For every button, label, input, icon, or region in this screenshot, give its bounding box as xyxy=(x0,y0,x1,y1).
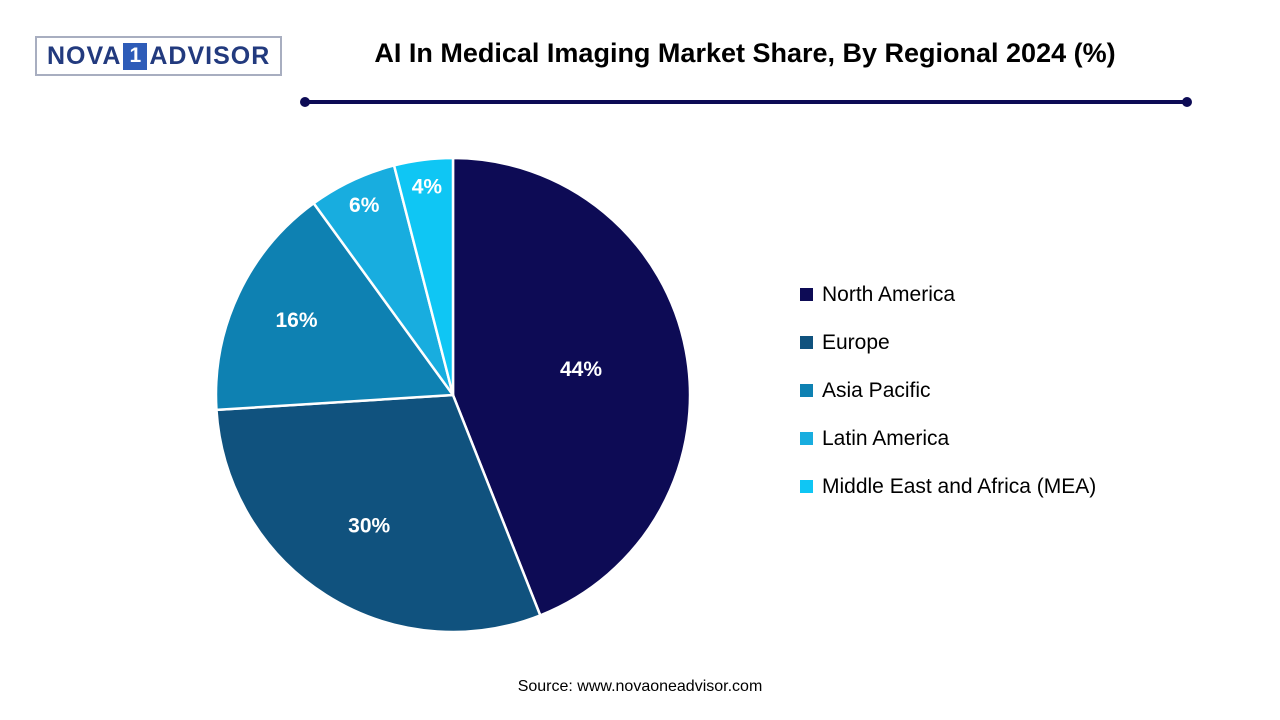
legend-label: Europe xyxy=(822,331,890,354)
divider-line xyxy=(304,100,1188,104)
pie-slice-label-4: 4% xyxy=(412,176,443,199)
legend-marker-icon xyxy=(800,384,813,397)
legend: North America Europe Asia Pacific Latin Ame… xyxy=(800,284,1096,497)
title-divider xyxy=(300,97,1192,107)
legend-marker-icon xyxy=(800,336,813,349)
legend-marker-icon xyxy=(800,480,813,493)
header: NOVA 1 ADVISOR AI In Medical Imaging Mar… xyxy=(0,0,1280,110)
source-text: Source: www.novaoneadvisor.com xyxy=(517,678,763,695)
pie-chart-area: 44% 30% 16% 6% 4% xyxy=(203,145,703,645)
pie-slice-label-2: 16% xyxy=(275,309,317,332)
logo-one-badge: 1 xyxy=(123,42,148,70)
legend-label: Latin America xyxy=(822,427,950,450)
divider-dot-right xyxy=(1182,97,1192,107)
nova-advisor-logo: NOVA 1 ADVISOR xyxy=(35,36,283,76)
logo-text-advisor: ADVISOR xyxy=(149,41,271,70)
legend-label: Asia Pacific xyxy=(822,379,931,402)
legend-item-3: Latin America xyxy=(800,428,1096,449)
pie-slice-label-3: 6% xyxy=(349,194,380,217)
legend-marker-icon xyxy=(800,432,813,445)
legend-item-2: Asia Pacific xyxy=(800,380,1096,401)
legend-marker-icon xyxy=(800,288,813,301)
pie-slice-4 xyxy=(392,156,455,397)
legend-label: Middle East and Africa (MEA) xyxy=(822,475,1097,498)
legend-label: North America xyxy=(822,283,956,306)
pie-chart: 44% 30% 16% 6% 4% xyxy=(214,156,692,634)
pie-slice-label-1: 30% xyxy=(348,515,390,538)
pie-slice-1 xyxy=(215,393,542,634)
chart-title: AI In Medical Imaging Market Share, By R… xyxy=(374,38,1116,68)
logo-text-nova: NOVA xyxy=(47,41,122,70)
legend-item-0: North America xyxy=(800,284,1096,305)
pie-slice-label-0: 44% xyxy=(560,358,602,381)
legend-item-1: Europe xyxy=(800,332,1096,353)
pie-slice-2 xyxy=(214,202,455,412)
legend-item-4: Middle East and Africa (MEA) xyxy=(800,476,1096,497)
pie-slice-0 xyxy=(451,156,692,617)
